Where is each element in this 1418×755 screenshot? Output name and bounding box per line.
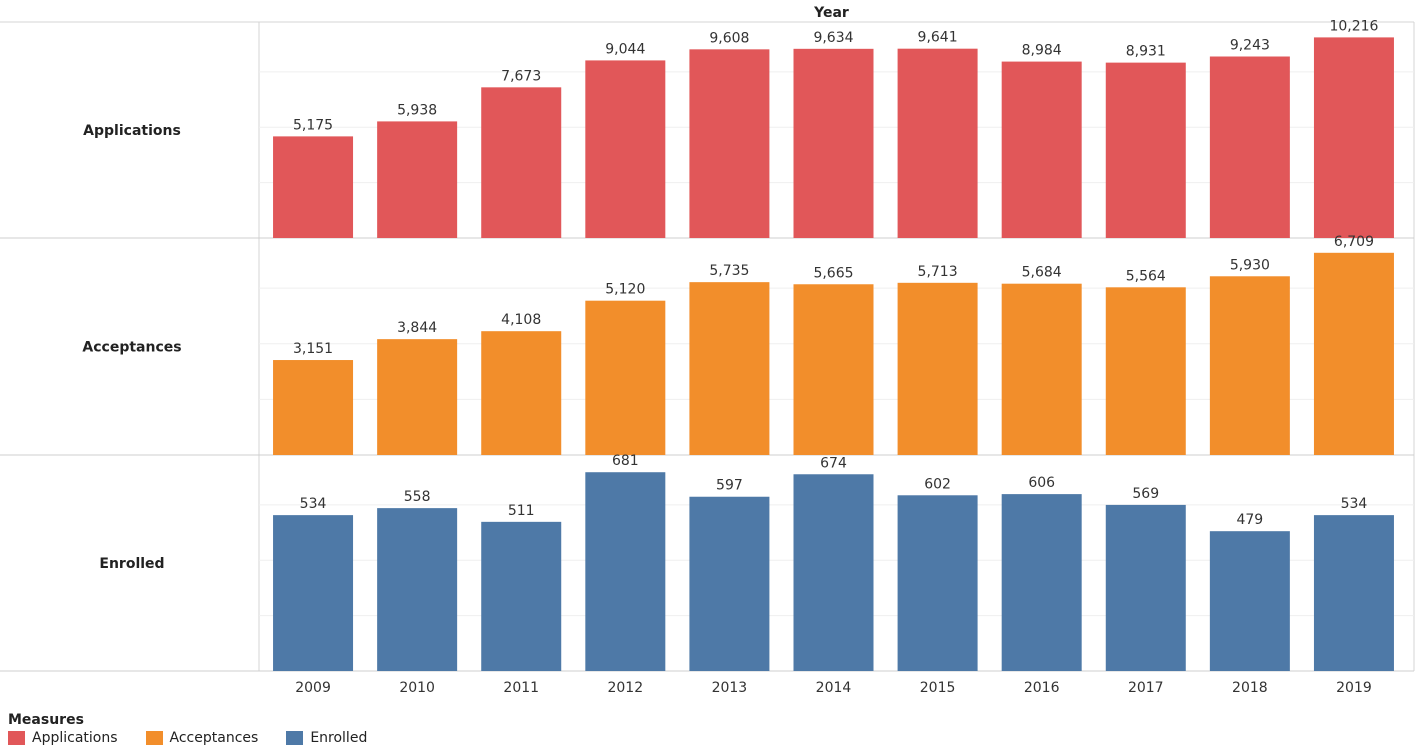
bar-acceptances-2016[interactable] <box>1001 283 1082 455</box>
legend-swatch <box>286 731 304 745</box>
data-label-applications-2010: 5,938 <box>397 102 437 118</box>
data-label-enrolled-2011: 511 <box>508 503 535 519</box>
data-label-applications-2011: 7,673 <box>501 68 541 84</box>
bar-acceptances-2010[interactable] <box>377 339 458 455</box>
data-label-enrolled-2013: 597 <box>716 478 743 494</box>
data-label-enrolled-2015: 602 <box>924 476 951 492</box>
panel-enrolled: Enrolled 534 558 511 681 597 674 602 606 569 479 53… <box>0 453 1414 672</box>
bar-acceptances-2017[interactable] <box>1105 287 1186 455</box>
bar-applications-2015[interactable] <box>897 48 978 238</box>
data-label-acceptances-2018: 5,930 <box>1230 257 1270 273</box>
bar-acceptances-2014[interactable] <box>793 284 874 455</box>
x-tick-label-2011: 2011 <box>503 680 539 696</box>
data-label-applications-2019: 10,216 <box>1329 18 1378 34</box>
column-title: Year <box>813 5 849 21</box>
legend-label: Applications <box>32 730 118 746</box>
data-label-applications-2015: 9,641 <box>918 30 958 46</box>
x-tick-label-2018: 2018 <box>1232 680 1268 696</box>
data-label-applications-2009: 5,175 <box>293 117 333 133</box>
bar-acceptances-2019[interactable] <box>1313 252 1394 455</box>
legend-item-acceptances[interactable]: Acceptances <box>145 730 259 746</box>
data-label-acceptances-2010: 3,844 <box>397 320 437 336</box>
data-label-enrolled-2014: 674 <box>820 455 847 471</box>
legend-item-applications[interactable]: Applications <box>8 730 118 746</box>
x-tick-label-2019: 2019 <box>1336 680 1372 696</box>
bar-applications-2017[interactable] <box>1105 62 1186 238</box>
bar-enrolled-2010[interactable] <box>377 508 458 671</box>
data-label-acceptances-2014: 5,665 <box>813 265 853 281</box>
x-tick-label-2010: 2010 <box>399 680 435 696</box>
legend-label: Enrolled <box>310 730 368 746</box>
data-label-enrolled-2012: 681 <box>612 453 639 469</box>
bar-applications-2014[interactable] <box>793 48 874 238</box>
data-label-acceptances-2012: 5,120 <box>605 282 645 298</box>
bar-acceptances-2009[interactable] <box>273 360 354 455</box>
legend-items: Applications Acceptances Enrolled <box>8 730 395 746</box>
data-label-applications-2016: 8,984 <box>1022 43 1062 59</box>
bar-acceptances-2013[interactable] <box>689 282 770 455</box>
bar-applications-2011[interactable] <box>481 87 562 238</box>
x-tick-label-2009: 2009 <box>295 680 331 696</box>
bar-acceptances-2018[interactable] <box>1209 276 1290 455</box>
data-label-applications-2012: 9,044 <box>605 41 645 57</box>
data-label-acceptances-2015: 5,713 <box>918 264 958 280</box>
bar-enrolled-2014[interactable] <box>793 474 874 671</box>
legend-item-enrolled[interactable]: Enrolled <box>286 730 367 746</box>
data-label-acceptances-2017: 5,564 <box>1126 268 1166 284</box>
legend-swatch <box>145 731 163 745</box>
data-label-acceptances-2013: 5,735 <box>709 263 749 279</box>
row-label-enrolled: Enrolled <box>99 556 164 572</box>
legend-swatch <box>8 731 25 745</box>
data-label-enrolled-2018: 479 <box>1236 512 1263 528</box>
bar-applications-2012[interactable] <box>585 60 666 239</box>
bar-applications-2018[interactable] <box>1209 56 1290 238</box>
bar-enrolled-2019[interactable] <box>1313 515 1394 671</box>
legend: Measures Applications Acceptances Enrolled <box>8 712 395 746</box>
data-label-acceptances-2016: 5,684 <box>1022 265 1062 281</box>
bar-enrolled-2012[interactable] <box>585 472 666 671</box>
bar-enrolled-2013[interactable] <box>689 496 770 671</box>
bar-enrolled-2018[interactable] <box>1209 531 1290 671</box>
data-label-acceptances-2011: 4,108 <box>501 312 541 328</box>
chart-canvas: Year Applications 5,175 5,938 7,673 9,044 9,60… <box>0 5 1415 696</box>
data-label-applications-2017: 8,931 <box>1126 44 1166 60</box>
x-tick-label-2015: 2015 <box>920 680 956 696</box>
row-label-acceptances: Acceptances <box>82 340 181 356</box>
x-tick-label-2012: 2012 <box>607 680 643 696</box>
data-label-enrolled-2017: 569 <box>1132 486 1159 502</box>
bar-applications-2009[interactable] <box>273 136 354 238</box>
data-label-acceptances-2009: 3,151 <box>293 341 333 357</box>
data-label-enrolled-2009: 534 <box>300 496 327 512</box>
legend-label: Acceptances <box>169 730 259 746</box>
data-label-applications-2013: 9,608 <box>709 30 749 46</box>
bar-acceptances-2011[interactable] <box>481 331 562 455</box>
x-tick-label-2014: 2014 <box>816 680 852 696</box>
data-label-applications-2018: 9,243 <box>1230 38 1270 54</box>
legend-title: Measures <box>8 712 84 728</box>
bar-applications-2016[interactable] <box>1001 61 1082 238</box>
data-label-enrolled-2019: 534 <box>1341 496 1368 512</box>
data-label-enrolled-2016: 606 <box>1028 475 1055 491</box>
bar-enrolled-2009[interactable] <box>273 515 354 671</box>
panel-applications: Applications 5,175 5,938 7,673 9,044 9,608 9,6… <box>0 18 1414 239</box>
bar-enrolled-2017[interactable] <box>1105 504 1186 671</box>
data-label-applications-2014: 9,634 <box>813 30 853 46</box>
bar-applications-2010[interactable] <box>377 121 458 238</box>
bar-acceptances-2012[interactable] <box>585 300 666 455</box>
data-label-enrolled-2010: 558 <box>404 489 431 505</box>
bar-applications-2019[interactable] <box>1313 37 1394 238</box>
data-label-acceptances-2019: 6,709 <box>1334 234 1374 250</box>
panel-acceptances: Acceptances 3,151 3,844 4,108 5,120 5,735 5,66… <box>0 234 1414 456</box>
x-tick-label-2013: 2013 <box>712 680 748 696</box>
bar-enrolled-2015[interactable] <box>897 495 978 671</box>
bar-enrolled-2016[interactable] <box>1001 494 1082 671</box>
x-tick-label-2016: 2016 <box>1024 680 1060 696</box>
bar-enrolled-2011[interactable] <box>481 521 562 671</box>
x-tick-label-2017: 2017 <box>1128 680 1164 696</box>
row-label-applications: Applications <box>83 123 181 139</box>
bar-applications-2013[interactable] <box>689 49 770 238</box>
bar-acceptances-2015[interactable] <box>897 282 978 455</box>
